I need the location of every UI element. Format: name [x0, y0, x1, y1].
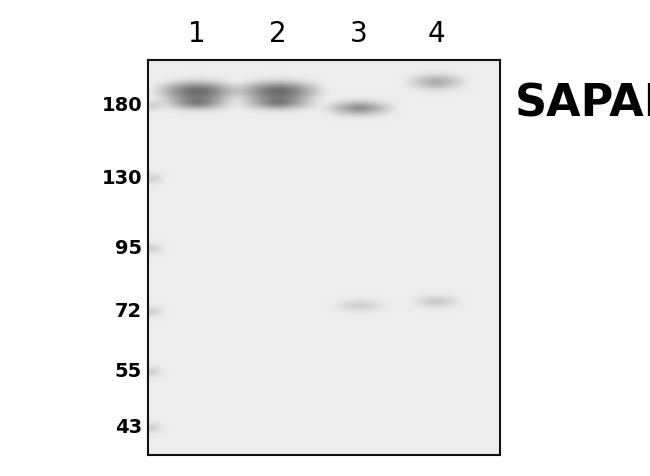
Text: 43: 43 — [115, 418, 142, 436]
Text: 1: 1 — [188, 20, 206, 48]
Text: 180: 180 — [101, 96, 142, 115]
Text: 130: 130 — [101, 169, 142, 188]
Text: 95: 95 — [115, 239, 142, 258]
Text: 72: 72 — [115, 302, 142, 321]
Text: 3: 3 — [350, 20, 368, 48]
Text: SAPAP1: SAPAP1 — [515, 82, 650, 126]
Bar — [148, 60, 500, 455]
Text: 4: 4 — [427, 20, 445, 48]
Text: 2: 2 — [269, 20, 287, 48]
Text: 55: 55 — [115, 362, 142, 381]
